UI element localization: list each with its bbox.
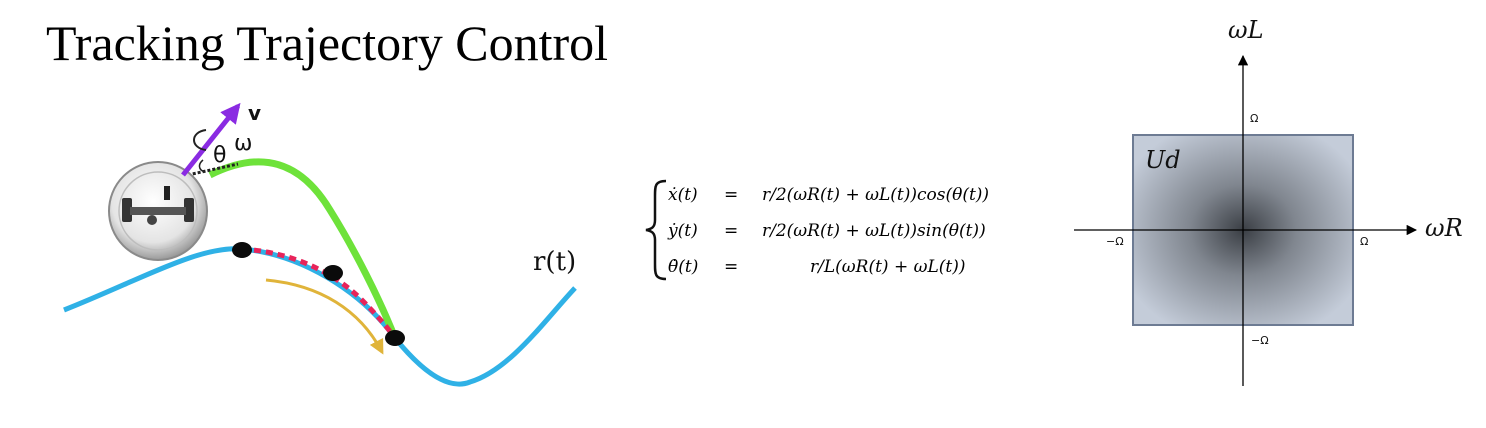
kinematic-equations: ẋ(t) = r/2(ωR(t) + ωL(t))cos(θ(t)) ẏ(t) … [645, 179, 989, 281]
tracking-segment [241, 246, 398, 340]
rotation-icon [193, 129, 207, 151]
equation-lhs: θ̇(t) [668, 257, 698, 277]
equation-equals: = [724, 257, 738, 277]
trajectory-point [323, 265, 343, 281]
velocity-label: v [248, 101, 261, 125]
control-space-plot: ωL ωR Ud Ω −Ω Ω −Ω [1074, 16, 1463, 386]
equation-rhs: r/L(ωR(t) + ωL(t)) [810, 257, 965, 277]
tick-neg-y: −Ω [1251, 334, 1269, 347]
heading-dashes [182, 162, 239, 178]
angle-arc [198, 159, 206, 173]
robot-trajectory [208, 158, 399, 340]
x-axis-label: ωR [1425, 214, 1463, 242]
direction-arrow [265, 278, 384, 355]
equation-lhs: ẏ(t) [667, 221, 698, 241]
y-axis-label: ωL [1228, 16, 1264, 44]
trajectory-point [232, 242, 252, 258]
angular-velocity-label: ω [234, 131, 252, 156]
reference-label: r(t) [533, 247, 576, 277]
trajectory-point [385, 330, 405, 346]
brace [645, 179, 667, 281]
tick-neg-x: −Ω [1106, 235, 1124, 248]
page-title: Tracking Trajectory Control [46, 15, 609, 71]
velocity-arrow [181, 102, 241, 177]
equation-rhs: r/2(ωR(t) + ωL(t))sin(θ(t)) [762, 221, 986, 241]
tick-pos-y: Ω [1250, 112, 1258, 125]
equation-equals: = [724, 185, 738, 205]
heading-angle-label: θ [213, 143, 226, 168]
trajectory-illustration: v ω θ r(t) [63, 101, 577, 387]
reference-trajectory [63, 246, 577, 387]
equation-rhs: r/2(ωR(t) + ωL(t))cos(θ(t)) [762, 185, 989, 205]
equation-lhs: ẋ(t) [668, 185, 698, 205]
equation-equals: = [724, 221, 738, 241]
robot-icon [108, 161, 208, 261]
tick-pos-x: Ω [1360, 235, 1368, 248]
region-label: Ud [1145, 146, 1181, 174]
